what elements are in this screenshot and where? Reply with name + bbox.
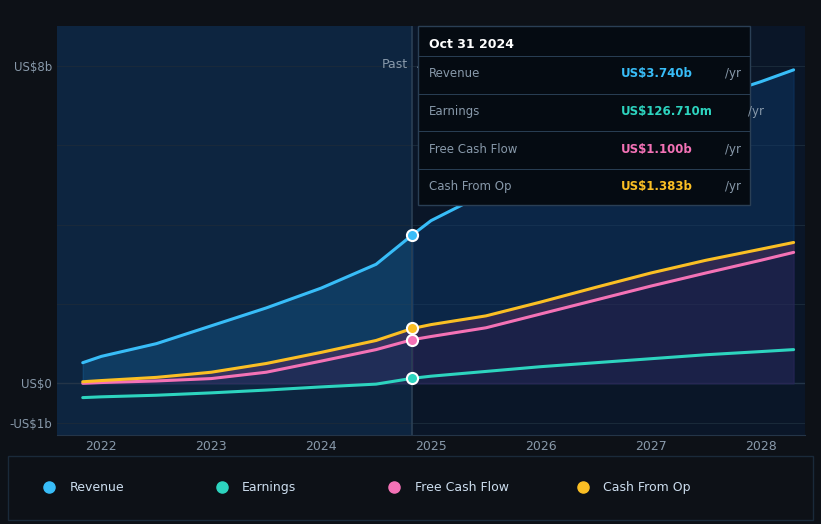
- Text: US$3.740b: US$3.740b: [621, 67, 693, 80]
- Text: Cash From Op: Cash From Op: [603, 481, 691, 494]
- Text: /yr: /yr: [748, 105, 764, 118]
- Text: Oct 31 2024: Oct 31 2024: [429, 38, 514, 51]
- Bar: [418, 26, 750, 205]
- Text: US$1.383b: US$1.383b: [621, 180, 693, 193]
- Bar: [8, 456, 813, 520]
- Text: Revenue: Revenue: [429, 67, 480, 80]
- Text: US$126.710m: US$126.710m: [621, 105, 713, 118]
- Text: Revenue: Revenue: [70, 481, 125, 494]
- Text: Earnings: Earnings: [242, 481, 296, 494]
- Text: Earnings: Earnings: [429, 105, 480, 118]
- Text: /yr: /yr: [725, 180, 741, 193]
- Text: Cash From Op: Cash From Op: [429, 180, 511, 193]
- Text: Past: Past: [382, 58, 408, 71]
- Bar: [412, 26, 805, 435]
- Text: US$1.100b: US$1.100b: [621, 143, 693, 156]
- Text: Analysts Forecasts: Analysts Forecasts: [417, 58, 533, 71]
- Text: Free Cash Flow: Free Cash Flow: [429, 143, 517, 156]
- Text: /yr: /yr: [725, 67, 741, 80]
- Bar: [57, 26, 412, 435]
- Text: /yr: /yr: [725, 143, 741, 156]
- Text: Free Cash Flow: Free Cash Flow: [415, 481, 508, 494]
